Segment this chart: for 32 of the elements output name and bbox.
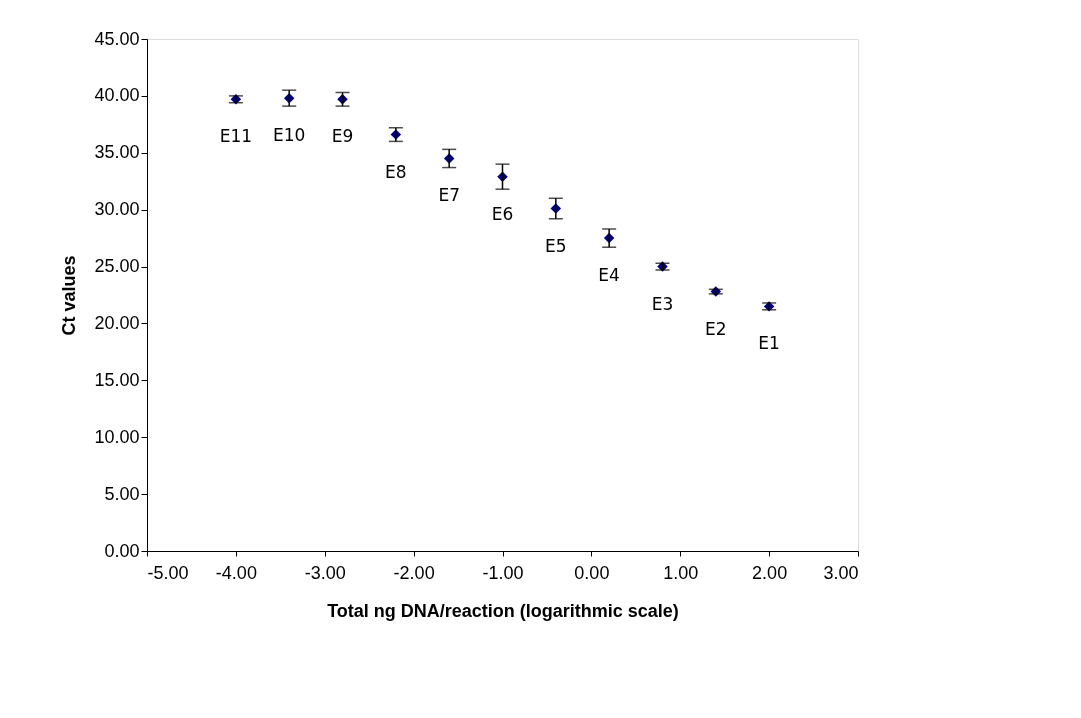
annotation: E7 (438, 185, 460, 206)
x-tick-label: -2.00 (393, 562, 435, 583)
annotation: E1 (758, 333, 780, 354)
y-tick-label: 35.00 (94, 142, 140, 163)
annotation: E9 (331, 126, 354, 147)
annotation: E4 (598, 265, 620, 286)
annotation: E2 (705, 318, 727, 339)
annotation: E11 (219, 126, 253, 147)
y-tick-label: 10.00 (94, 426, 140, 447)
y-tick-label: 20.00 (94, 312, 140, 333)
x-tick-label: -3.00 (304, 562, 346, 583)
x-tick-label: 3.00 (823, 562, 859, 583)
annotation: E6 (491, 203, 514, 224)
x-tick-label: 1.00 (663, 562, 699, 583)
y-tick-label: 0.00 (104, 540, 140, 561)
y-axis-title: Ct values (59, 255, 80, 336)
y-tick-label: 40.00 (94, 85, 140, 106)
x-tick-label: 2.00 (752, 562, 788, 583)
x-tick-label: -4.00 (215, 562, 257, 583)
y-tick-label: 45.00 (94, 28, 140, 49)
y-tick-label: 15.00 (94, 369, 140, 390)
annotation: E10 (273, 125, 306, 146)
annotation: E3 (651, 293, 674, 314)
annotation: E8 (385, 161, 407, 182)
annotation: E5 (545, 235, 567, 256)
y-tick-label: 5.00 (104, 483, 140, 504)
y-tick-label: 25.00 (94, 256, 140, 277)
x-axis-title: Total ng DNA/reaction (logarithmic scale) (327, 600, 679, 621)
x-tick-label: -5.00 (147, 562, 189, 583)
x-tick-label: 0.00 (574, 562, 610, 583)
y-tick-label: 30.00 (94, 199, 140, 220)
x-tick-label: -1.00 (482, 562, 524, 583)
